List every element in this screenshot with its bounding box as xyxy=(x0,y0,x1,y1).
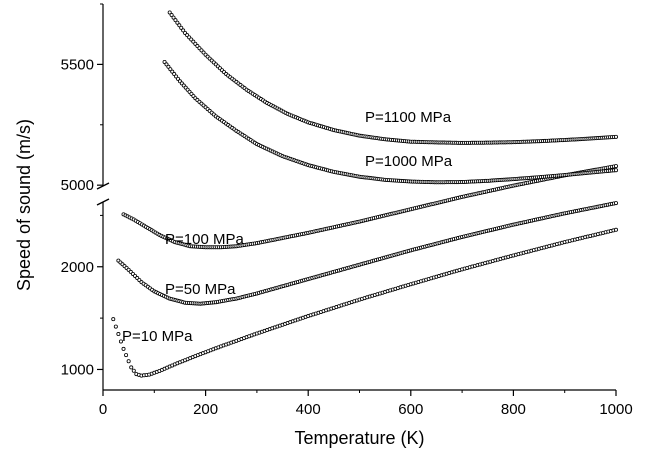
data-point xyxy=(179,25,184,30)
x-tick-label: 200 xyxy=(193,401,218,418)
series-label: P=1100 MPa xyxy=(365,109,452,126)
plot-area: P=1100 MPa P=1000 MPa P=100 MPa P=50 MPa P=1… xyxy=(111,10,619,378)
x-tick-label: 600 xyxy=(398,401,423,418)
data-point xyxy=(124,353,129,358)
y-tick-label: 5500 xyxy=(61,56,94,73)
x-tick-label: 0 xyxy=(99,401,107,418)
data-point xyxy=(177,23,182,28)
data-point xyxy=(116,332,121,337)
series-label: P=100 MPa xyxy=(165,231,244,248)
series-p-10-mpa xyxy=(111,227,619,378)
data-point xyxy=(126,359,131,364)
y-axis-title: Speed of sound (m/s) xyxy=(14,119,34,291)
data-point xyxy=(175,20,180,25)
data-point xyxy=(181,28,186,33)
data-point xyxy=(614,168,619,173)
data-point xyxy=(614,134,619,139)
data-point xyxy=(614,227,619,232)
x-tick-label: 1000 xyxy=(599,401,632,418)
x-tick-label: 800 xyxy=(501,401,526,418)
data-point xyxy=(614,201,619,206)
data-point xyxy=(131,368,136,373)
series-p-1100-mpa xyxy=(167,10,619,145)
series-label: P=1000 MPa xyxy=(365,153,453,170)
data-point xyxy=(111,317,116,322)
axes: 0 200 400 600 800 1000 1000 2000 5000 5500 xyxy=(61,3,633,418)
series-label: P=10 MPa xyxy=(122,328,193,345)
data-point xyxy=(118,339,123,344)
data-point xyxy=(169,13,174,18)
y-tick-label: 1000 xyxy=(61,361,94,378)
series-p-50-mpa xyxy=(116,201,619,306)
series-label: P=50 MPa xyxy=(165,281,236,298)
y-tick-label: 2000 xyxy=(61,259,94,276)
x-tick-label: 400 xyxy=(296,401,321,418)
data-point xyxy=(173,18,178,23)
data-point xyxy=(171,15,176,20)
axis-break-mark-lower xyxy=(96,198,110,206)
axis-break-mark-upper xyxy=(96,182,110,190)
data-point xyxy=(614,164,619,169)
data-point xyxy=(129,365,134,370)
labels: Temperature (K) Speed of sound (m/s) xyxy=(14,119,425,448)
data-point xyxy=(167,10,172,15)
x-axis-title: Temperature (K) xyxy=(294,428,424,448)
data-point xyxy=(113,324,118,329)
series-p-1000-mpa xyxy=(162,59,619,185)
y-tick-label: 5000 xyxy=(61,177,94,194)
data-point xyxy=(121,346,126,351)
